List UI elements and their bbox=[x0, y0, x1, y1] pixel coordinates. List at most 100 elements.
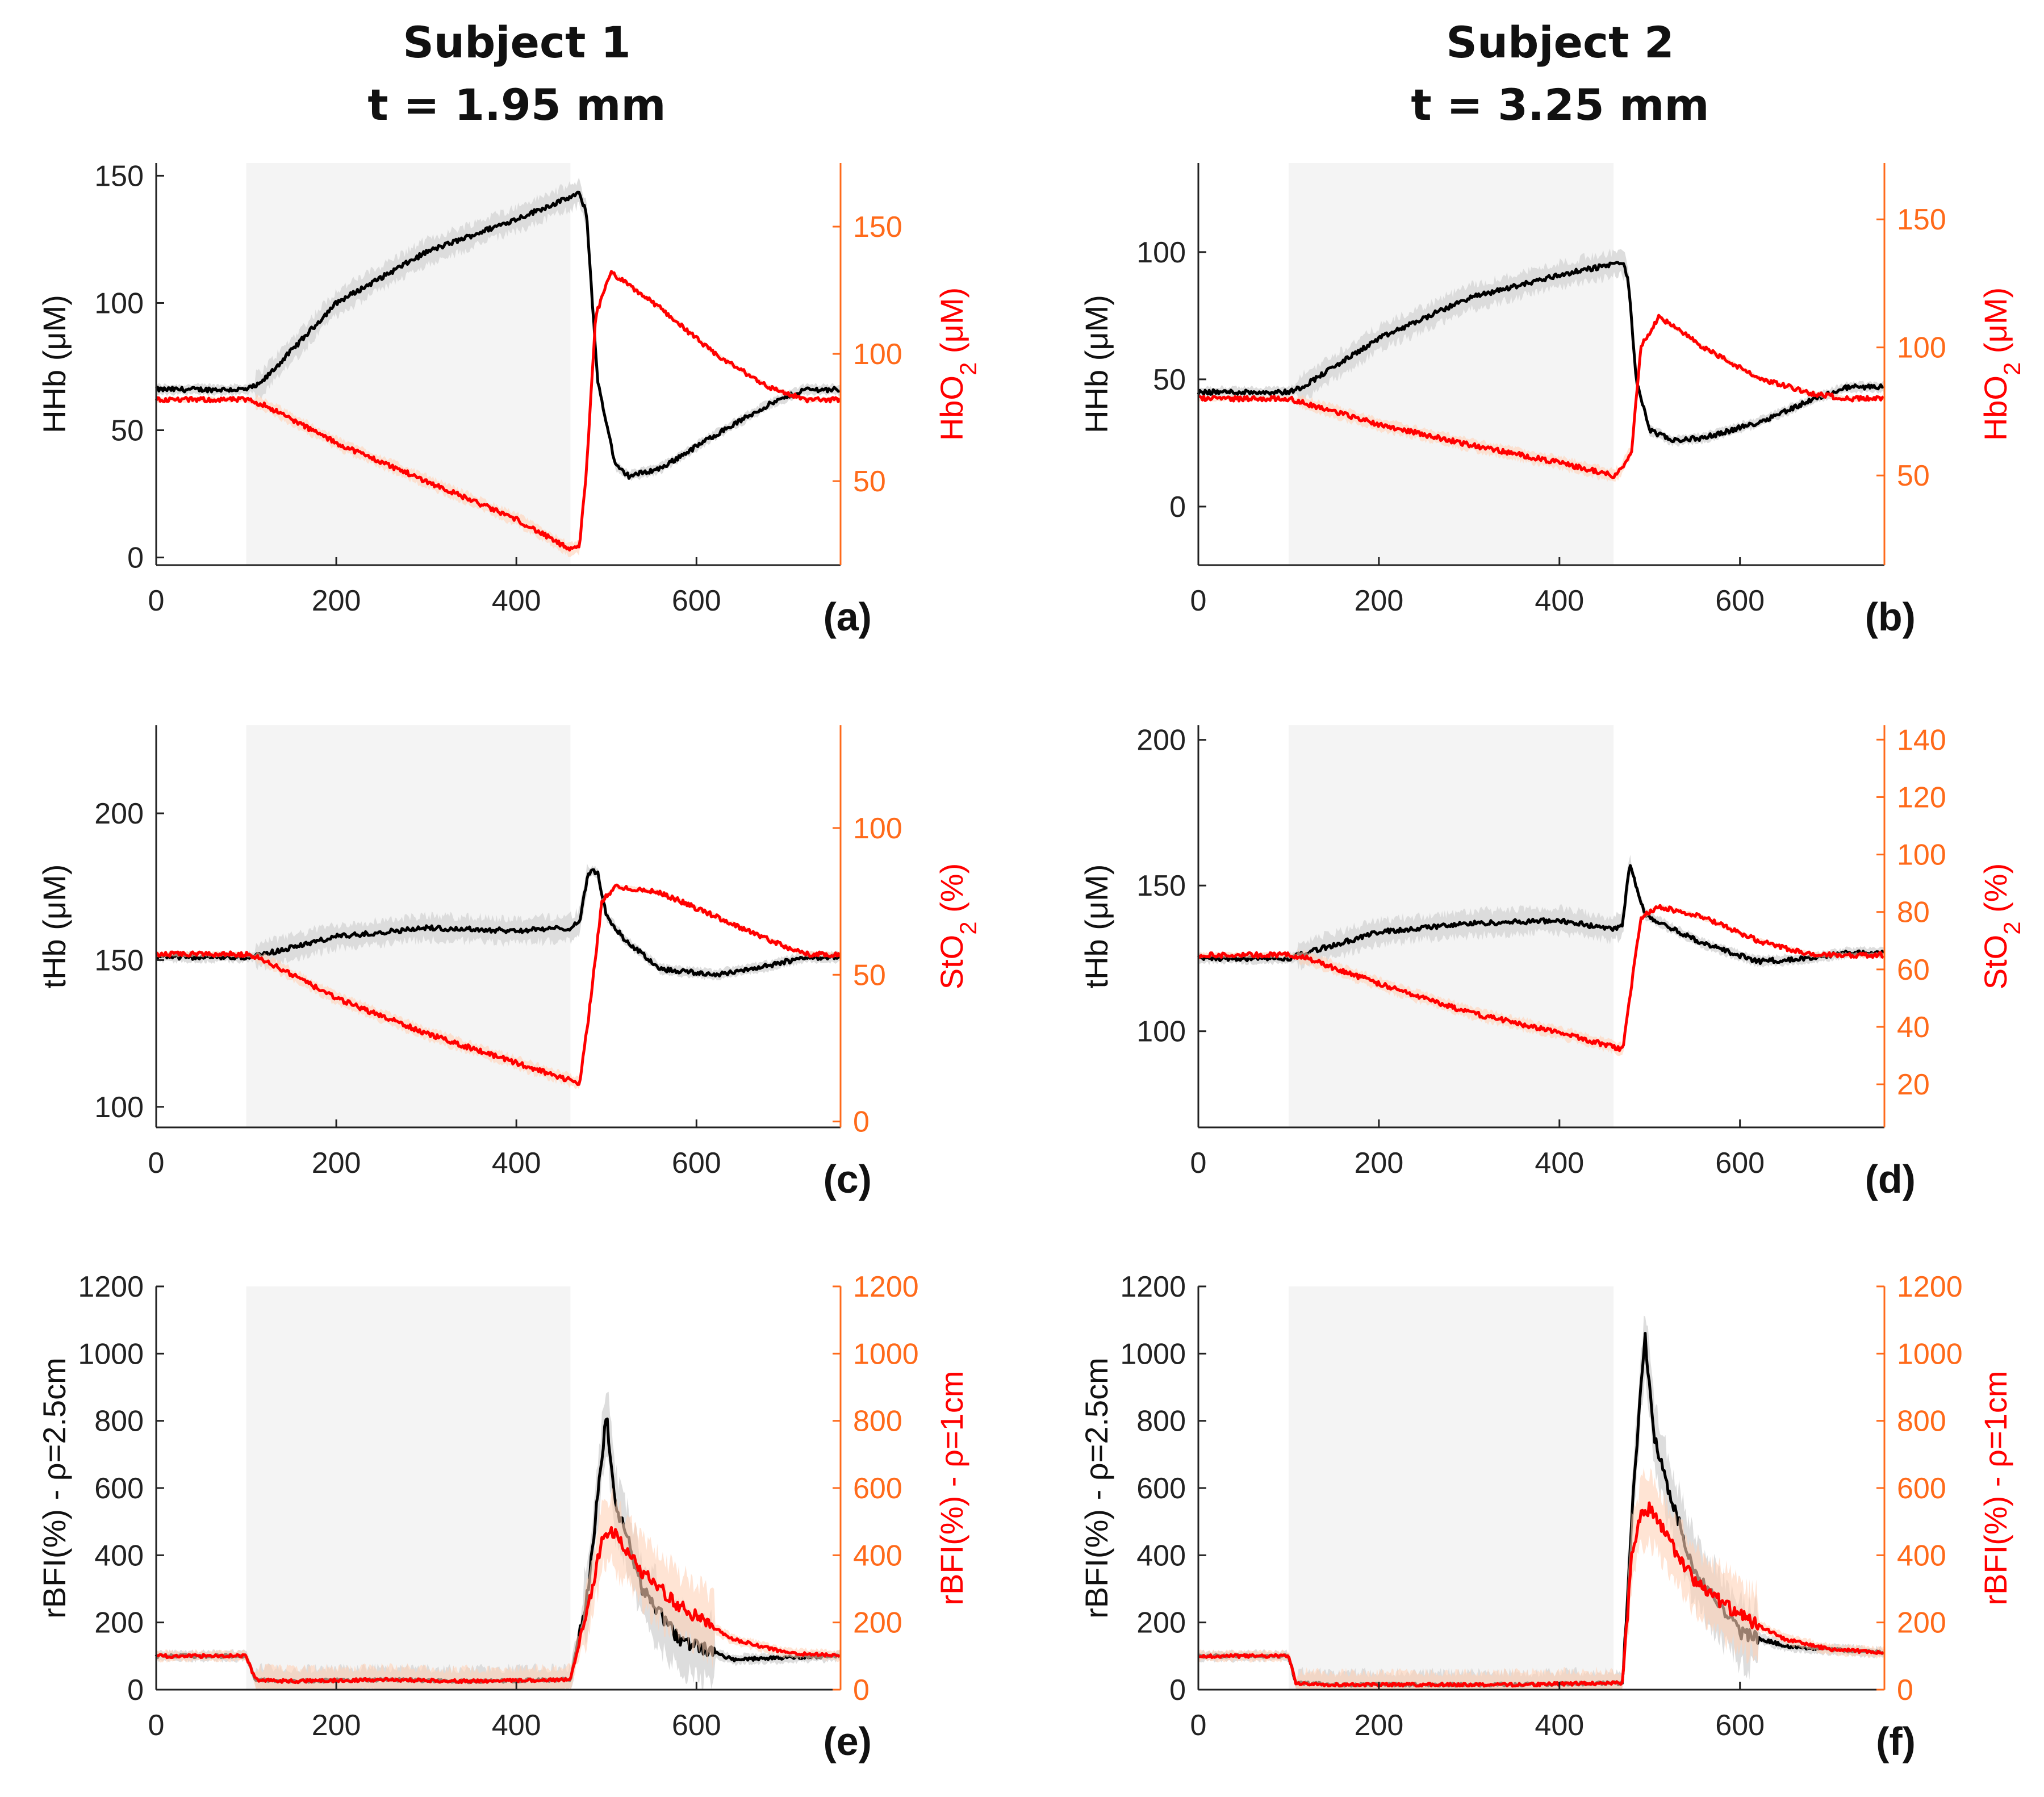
y-right-axis-label: StO2 (%) bbox=[934, 863, 981, 989]
y-left-tick-label: 100 bbox=[94, 287, 144, 320]
x-tick-label: 200 bbox=[312, 1709, 361, 1742]
series-line-right bbox=[156, 1526, 841, 1685]
x-tick-label: 0 bbox=[148, 1147, 165, 1180]
y-left-tick-label: 400 bbox=[94, 1539, 144, 1572]
variability-band-right bbox=[156, 1487, 840, 1690]
subject-1-label: Subject 1 bbox=[403, 17, 631, 68]
occlusion-region bbox=[246, 163, 571, 565]
y-right-tick-label: 100 bbox=[1897, 839, 1946, 872]
panel-a: 0 200 400 600 0 50 100 150 50 100 150 HHb (μM) HbO2 … bbox=[36, 160, 981, 639]
panel-c: 0 200 400 600 100 150 200 0 50 100 tHb (μM) StO2 (%… bbox=[36, 725, 981, 1201]
subject-2-thickness: t = 3.25 mm bbox=[1411, 80, 1709, 130]
y-right-tick-label: 1200 bbox=[853, 1271, 919, 1303]
x-tick-label: 600 bbox=[1715, 584, 1765, 617]
variability-band-left bbox=[156, 177, 840, 482]
panel-label: (c) bbox=[823, 1157, 872, 1201]
x-tick-label: 200 bbox=[312, 584, 361, 617]
subject-2-label: Subject 2 bbox=[1446, 17, 1674, 68]
y-left-axis-label: HHb (μM) bbox=[36, 295, 72, 433]
y-left-tick-label: 0 bbox=[1169, 491, 1186, 524]
y-right-axis-label: rBFI(%) - ρ=1cm bbox=[934, 1371, 969, 1606]
panel-label: (f) bbox=[1876, 1719, 1916, 1763]
y-right-tick-label: 200 bbox=[1897, 1607, 1946, 1640]
y-left-tick-label: 0 bbox=[1169, 1674, 1186, 1707]
y-left-axis-label: rBFI(%) - ρ=2.5cm bbox=[1079, 1357, 1114, 1619]
y-left-tick-label: 1200 bbox=[1120, 1271, 1186, 1303]
series-line-right bbox=[155, 883, 841, 1086]
x-tick-label: 400 bbox=[1535, 1147, 1584, 1180]
y-right-tick-label: 50 bbox=[1897, 459, 1930, 492]
x-tick-label: 0 bbox=[148, 584, 165, 617]
x-tick-label: 600 bbox=[672, 584, 721, 617]
y-left-tick-label: 150 bbox=[94, 160, 144, 193]
y-right-tick-label: 800 bbox=[853, 1405, 902, 1438]
panel-b: 0 200 400 600 0 50 100 50 100 150 HHb (μM) HbO2 (μM… bbox=[1079, 163, 2025, 639]
y-right-axis-label: HbO2 (μM) bbox=[934, 287, 981, 441]
y-right-tick-label: 100 bbox=[1897, 332, 1946, 365]
y-left-tick-label: 600 bbox=[1136, 1472, 1186, 1505]
occlusion-region bbox=[1288, 1286, 1614, 1690]
y-right-tick-label: 150 bbox=[853, 211, 902, 244]
x-tick-label: 0 bbox=[1190, 1709, 1207, 1742]
series-line-right bbox=[154, 270, 841, 552]
column-title-subject-1: Subject 1 t = 1.95 mm bbox=[233, 11, 801, 136]
x-tick-label: 400 bbox=[492, 1709, 541, 1742]
y-right-tick-label: 1000 bbox=[1897, 1338, 1963, 1370]
y-right-tick-label: 150 bbox=[1897, 203, 1946, 236]
y-left-tick-label: 200 bbox=[94, 1607, 144, 1640]
y-right-tick-label: 20 bbox=[1897, 1068, 1930, 1101]
subject-1-thickness: t = 1.95 mm bbox=[367, 80, 666, 130]
y-right-tick-label: 800 bbox=[1897, 1405, 1946, 1438]
y-right-tick-label: 400 bbox=[853, 1539, 902, 1572]
y-left-tick-label: 800 bbox=[1136, 1405, 1186, 1438]
y-left-tick-label: 1000 bbox=[78, 1338, 144, 1370]
y-left-tick-label: 100 bbox=[1136, 1015, 1186, 1048]
x-tick-label: 400 bbox=[492, 1147, 541, 1180]
y-right-tick-label: 60 bbox=[1897, 954, 1930, 987]
panel-label: (a) bbox=[823, 595, 872, 639]
panel-f: 0 200 400 600 0 200 400 600 800 1000 1200 0 200 400 60… bbox=[1079, 1271, 2013, 1763]
x-tick-label: 600 bbox=[1715, 1709, 1765, 1742]
panel-label: (e) bbox=[823, 1719, 872, 1763]
y-right-tick-label: 200 bbox=[853, 1607, 902, 1640]
series-line-right bbox=[1197, 904, 1884, 1052]
y-left-tick-label: 1200 bbox=[78, 1271, 144, 1303]
y-right-tick-label: 40 bbox=[1897, 1011, 1930, 1044]
series-line-right bbox=[1198, 314, 1885, 479]
y-right-tick-label: 0 bbox=[1897, 1674, 1913, 1707]
x-tick-label: 0 bbox=[148, 1709, 165, 1742]
y-right-tick-label: 400 bbox=[1897, 1539, 1946, 1572]
series-line-right bbox=[1198, 1501, 1884, 1688]
y-left-tick-label: 150 bbox=[94, 944, 144, 977]
y-left-tick-label: 100 bbox=[94, 1091, 144, 1124]
y-left-tick-label: 800 bbox=[94, 1405, 144, 1438]
y-left-axis-label: HHb (μM) bbox=[1079, 295, 1114, 433]
y-right-tick-label: 600 bbox=[1897, 1472, 1946, 1505]
variability-band-left bbox=[156, 863, 840, 981]
panel-label: (d) bbox=[1865, 1157, 1916, 1201]
x-tick-label: 600 bbox=[1715, 1147, 1765, 1180]
panel-d: 0 200 400 600 100 150 200 20 40 60 80 100 120 140 tHb … bbox=[1079, 724, 2025, 1201]
variability-band-left bbox=[1198, 248, 1884, 447]
x-tick-label: 0 bbox=[1190, 584, 1207, 617]
y-left-tick-label: 0 bbox=[127, 1674, 144, 1707]
column-title-subject-2: Subject 2 t = 3.25 mm bbox=[1276, 11, 1844, 136]
x-tick-label: 200 bbox=[1355, 584, 1404, 617]
y-right-axis-label: StO2 (%) bbox=[1978, 863, 2025, 989]
y-right-tick-label: 100 bbox=[853, 812, 902, 845]
y-left-tick-label: 200 bbox=[1136, 1607, 1186, 1640]
y-right-tick-label: 80 bbox=[1897, 896, 1930, 929]
y-left-tick-label: 50 bbox=[111, 415, 144, 448]
x-tick-label: 600 bbox=[672, 1147, 721, 1180]
y-left-tick-label: 100 bbox=[1136, 236, 1186, 269]
y-right-axis-label: HbO2 (μM) bbox=[1978, 287, 2025, 441]
y-right-tick-label: 0 bbox=[853, 1106, 870, 1139]
y-left-tick-label: 0 bbox=[127, 542, 144, 575]
y-left-tick-label: 400 bbox=[1136, 1539, 1186, 1572]
series-line-left bbox=[1197, 261, 1884, 444]
y-left-tick-label: 200 bbox=[94, 797, 144, 830]
y-right-tick-label: 140 bbox=[1897, 724, 1946, 757]
x-tick-label: 600 bbox=[672, 1709, 721, 1742]
x-tick-label: 400 bbox=[1535, 1709, 1584, 1742]
